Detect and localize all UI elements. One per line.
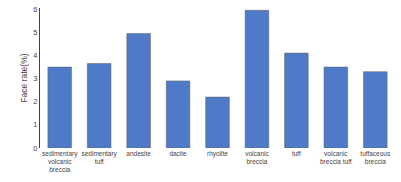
svg-text:2: 2: [33, 97, 37, 106]
svg-text:6: 6: [33, 5, 37, 14]
svg-text:rhyolite: rhyolite: [207, 150, 228, 158]
svg-text:dacite: dacite: [169, 150, 187, 157]
svg-text:3: 3: [33, 74, 37, 83]
svg-text:Face rate(%): Face rate(%): [19, 53, 29, 102]
svg-text:4: 4: [33, 51, 37, 60]
svg-text:sedimentaryvolcanicbreccia: sedimentaryvolcanicbreccia: [42, 150, 78, 174]
svg-text:sedimentarytuff: sedimentarytuff: [81, 150, 117, 165]
svg-text:volcanicbreccia: volcanicbreccia: [245, 150, 269, 165]
svg-text:0: 0: [33, 144, 37, 153]
svg-text:1: 1: [33, 120, 37, 129]
svg-text:tuff: tuff: [292, 150, 301, 157]
svg-text:volcanicbreccia tuff: volcanicbreccia tuff: [320, 150, 352, 165]
svg-text:andesite: andesite: [126, 150, 151, 157]
svg-text:5: 5: [33, 28, 37, 37]
svg-text:tuffaceousbreccia: tuffaceousbreccia: [360, 150, 391, 165]
